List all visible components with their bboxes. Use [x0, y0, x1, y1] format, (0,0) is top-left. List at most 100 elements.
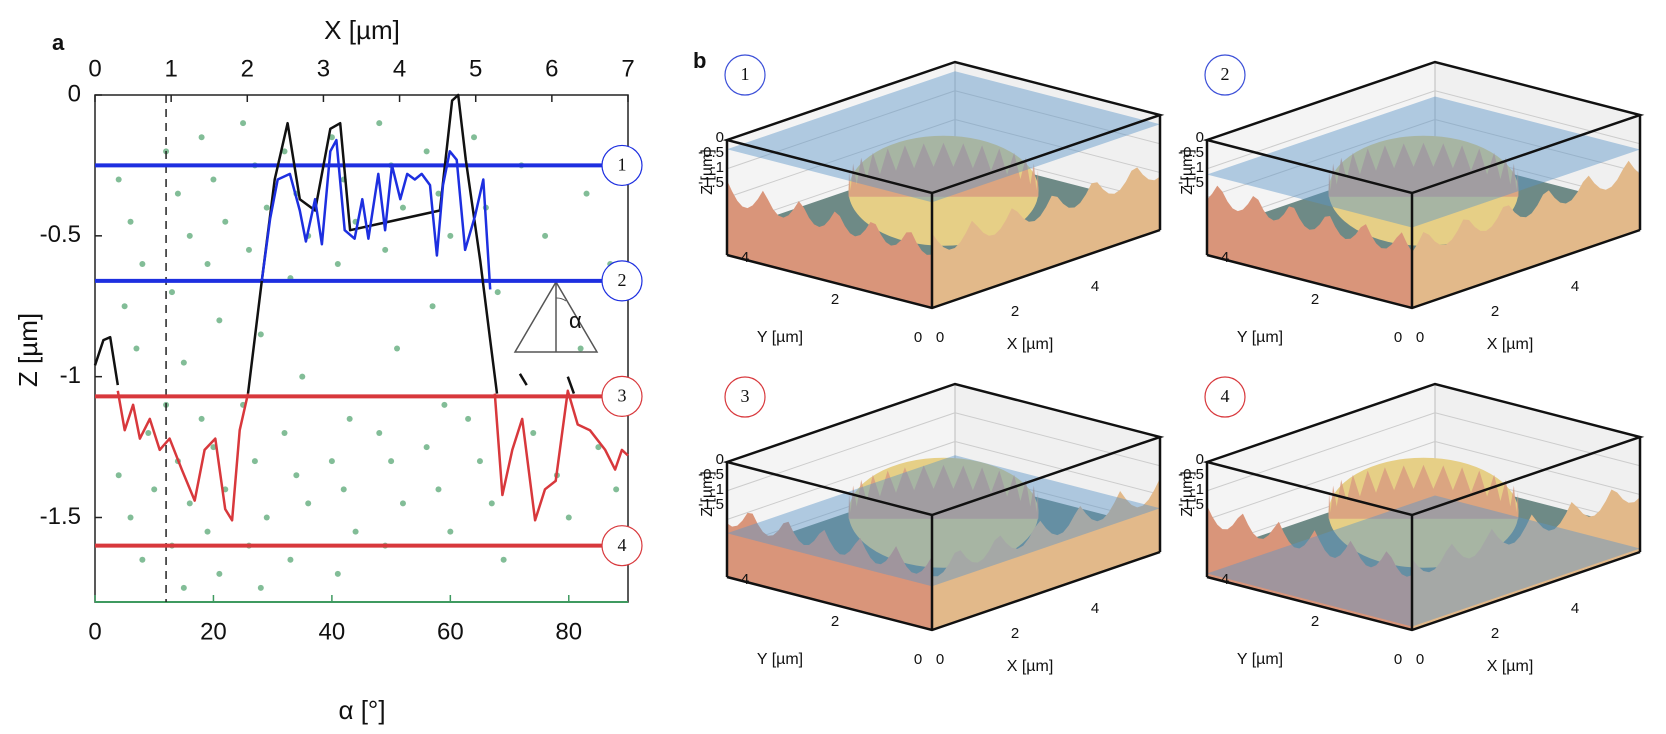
y-axis-title: Y [µm] [757, 329, 803, 346]
y-tick-label: 0 [1394, 329, 1402, 346]
z-tick-label: -1.5 [1178, 496, 1204, 513]
x-tick-label: 0 [936, 651, 944, 668]
z-tick-label: -1.5 [698, 174, 724, 191]
x-tick-label: 2 [1491, 303, 1499, 320]
scatter-point [282, 430, 288, 436]
y-tick-label: 2 [1311, 291, 1319, 308]
scatter-point [252, 458, 258, 464]
page: a X [µm] Z [µm] α [°] α b 0-0.5-1-1.5012… [0, 0, 1666, 734]
z-tick-label: -1.5 [1178, 174, 1204, 191]
x-tick-label: 0 [1416, 651, 1424, 668]
x-axis-title: X [µm] [1007, 336, 1054, 353]
scatter-point [258, 585, 264, 591]
level-label: 4 [618, 535, 627, 555]
scatter-point [424, 148, 430, 154]
x-tick-label: 0 [1416, 329, 1424, 346]
x-tick-label: 20 [200, 618, 227, 645]
scatter-point [465, 416, 471, 422]
scatter-point [199, 416, 205, 422]
scatter-point [133, 346, 139, 352]
scatter-point [441, 402, 447, 408]
scatter-point [613, 486, 619, 492]
scatter-point [447, 233, 453, 239]
y-tick-label: 0 [914, 329, 922, 346]
scatter-point [216, 571, 222, 577]
scatter-point [329, 458, 335, 464]
level-label: 2 [618, 270, 627, 290]
scatter-point [128, 515, 134, 521]
scatter-point [584, 191, 590, 197]
scatter-point [382, 247, 388, 253]
scatter-point [128, 219, 134, 225]
scatter-point [495, 289, 501, 295]
x-tick-label: 60 [437, 618, 464, 645]
scatter-point [424, 444, 430, 450]
x-top-tick-label: 3 [317, 55, 330, 82]
scatter-point [477, 458, 483, 464]
x-tick-label: 2 [1011, 625, 1019, 642]
panel-label: a [52, 30, 65, 55]
y-tick-label: 4 [1221, 249, 1229, 266]
scatter-point [335, 571, 341, 577]
scatter-point [199, 134, 205, 140]
scatter-point [210, 177, 216, 183]
x-tick-label: 2 [1491, 625, 1499, 642]
scatter-point [394, 346, 400, 352]
scatter-point [335, 261, 341, 267]
scatter-point [287, 557, 293, 563]
y-tick-label: -0.5 [40, 221, 81, 248]
profile-line [118, 391, 628, 521]
x-tick-label: 4 [1571, 600, 1579, 617]
level-label: 1 [618, 155, 627, 175]
x-tick-label: 0 [88, 618, 101, 645]
x-axis-title: X [µm] [1487, 336, 1534, 353]
z-tick-label: -1.5 [698, 496, 724, 513]
x-top-tick-label: 7 [621, 55, 634, 82]
x-tick-label: 2 [1011, 303, 1019, 320]
scatter-point [187, 500, 193, 506]
scatter-point [400, 205, 406, 211]
scatter-point [175, 191, 181, 197]
y-tick-label: 2 [831, 291, 839, 308]
scatter-point [169, 289, 175, 295]
scatter-point [205, 261, 211, 267]
scatter-point [471, 134, 477, 140]
scatter-point [400, 500, 406, 506]
plot-number: 4 [1221, 386, 1230, 406]
profile-line [262, 140, 490, 289]
figure: a X [µm] Z [µm] α [°] α b 0-0.5-1-1.5012… [0, 0, 1666, 734]
y-tick-label: 2 [831, 613, 839, 630]
scatter-point [376, 120, 382, 126]
scatter-point [305, 500, 311, 506]
scatter-point [299, 374, 305, 380]
y-axis-title: Z [µm] [13, 313, 43, 387]
level-label: 3 [618, 386, 627, 406]
y-tick-label: 0 [914, 651, 922, 668]
scatter-point [205, 529, 211, 535]
y-axis-title: Y [µm] [757, 651, 803, 668]
scatter-point [216, 317, 222, 323]
y-tick-label: 4 [1221, 571, 1229, 588]
x-top-tick-label: 6 [545, 55, 558, 82]
y-tick-label: 0 [1394, 651, 1402, 668]
scatter-point [347, 416, 353, 422]
plot-number: 1 [741, 64, 750, 84]
x-tick-label: 0 [936, 329, 944, 346]
scatter-point [501, 557, 507, 563]
scatter-point [187, 233, 193, 239]
x-axis-title: X [µm] [1007, 658, 1054, 675]
scatter-point [530, 430, 536, 436]
x-axis-title: X [µm] [1487, 658, 1534, 675]
scatter-point [447, 529, 453, 535]
surface-plot: 4Z [µm]0-0.5-1-1.5Y [µm]420024X [µm] [1178, 377, 1640, 675]
scatter-point [181, 360, 187, 366]
y-tick-label: -1 [60, 362, 81, 389]
surface-plot: 1Z [µm]0-0.5-1-1.5Y [µm]420024X [µm] [698, 55, 1160, 353]
y-tick-label: 0 [68, 80, 81, 107]
scatter-point [122, 303, 128, 309]
scatter-point [489, 500, 495, 506]
scatter-point [258, 331, 264, 337]
scatter-point [430, 303, 436, 309]
scatter-point [139, 261, 145, 267]
